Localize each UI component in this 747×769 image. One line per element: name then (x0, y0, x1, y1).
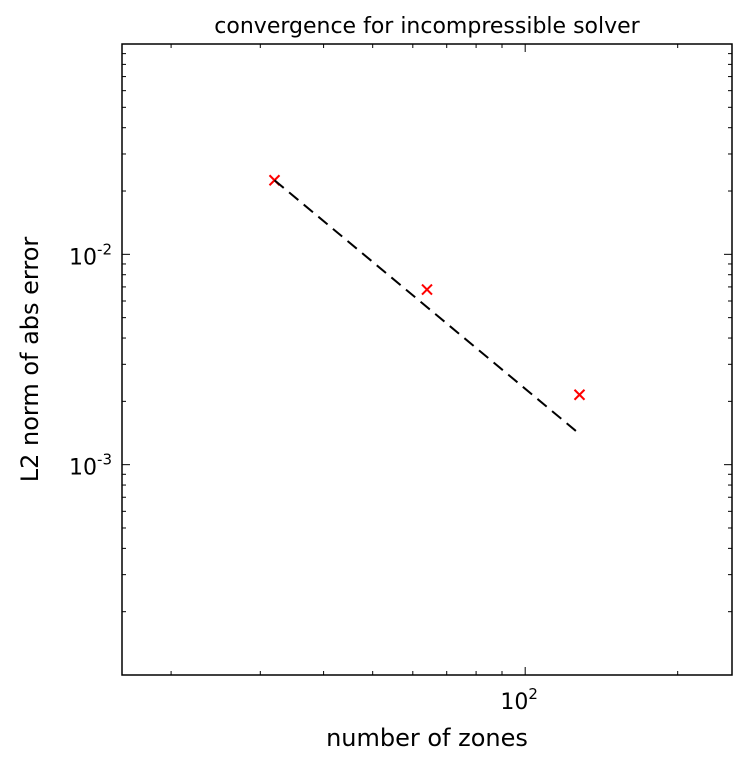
data-point (421, 283, 433, 296)
axis-ticks (122, 43, 732, 676)
plot-frame (121, 43, 733, 676)
y-axis-label: L2 norm of abs error (16, 237, 44, 483)
x-tick-label: 102 (500, 685, 538, 715)
plot-area-border (121, 43, 733, 676)
x-axis-label: number of zones (326, 724, 528, 752)
data-point (573, 389, 586, 401)
data-series (268, 174, 586, 435)
reference-line (273, 179, 581, 435)
y-tick-label: 10-2 (69, 240, 112, 270)
point-mark (573, 389, 586, 401)
point-mark (421, 283, 433, 296)
chart-title: convergence for incompressible solver (214, 14, 640, 39)
tick-labels: 102 10-2 10-3 (69, 240, 538, 715)
y-tick-label: 10-3 (69, 451, 112, 481)
